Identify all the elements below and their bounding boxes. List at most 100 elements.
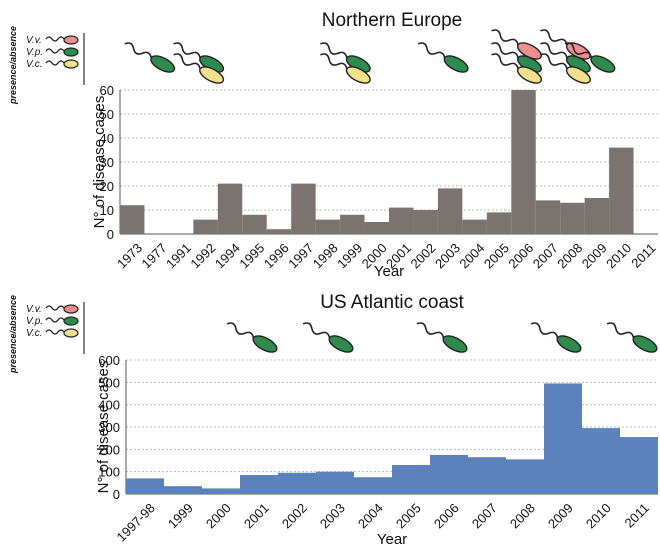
x-tick-label: 2003 [317,500,348,531]
x-tick-label: 2009 [545,500,576,531]
bar [278,472,316,494]
legend-flagellum [45,60,65,66]
bar [340,214,365,234]
legend-flagellum [45,36,65,42]
y-tick-label: 40 [100,131,114,146]
y-tick-label: 0 [113,487,120,502]
x-axis-label: Year [377,531,407,546]
bar [413,210,438,234]
y-tick-label: 10 [100,203,114,218]
bar [354,477,392,494]
vibrio-cholerae-icon [491,53,543,84]
vibrio-parahaemolyticus-icon [606,322,658,353]
x-tick-label: 1996 [261,240,292,271]
bar [217,183,243,234]
cell-body [150,55,176,73]
x-tick-label: 2005 [393,500,424,531]
x-tick-label: 2006 [431,500,462,531]
species-label: V.p. [26,316,43,327]
bar [240,475,278,494]
x-tick-label: 2004 [355,500,386,531]
y-tick-label: 50 [100,107,114,122]
bar [560,202,585,234]
legend-bacterium-icon [63,47,79,57]
bar [193,219,218,234]
species-label: V.v. [26,304,42,315]
legend-bacterium-icon [63,328,79,338]
species-label: V.v. [26,35,42,46]
x-tick-label: 1999 [334,240,365,271]
bar [120,205,145,234]
x-tick-label: 2008 [554,240,585,271]
flagellum [540,53,568,70]
y-tick-label: 400 [98,398,120,413]
species-label: V.p. [26,47,43,58]
legend-flagellum [45,305,65,311]
x-tick-label: 2001 [241,500,272,531]
cell-body [328,335,354,353]
y-tick-label: 30 [100,155,114,170]
bar [392,464,430,494]
legend-bacterium-icon [63,59,79,69]
bar [462,219,487,234]
y-tick-label: 100 [98,465,120,480]
vibrio-cholerae-icon [320,53,371,84]
flagellum [302,322,331,339]
vibrio-parahaemolyticus-icon [173,42,225,73]
bar [506,459,544,494]
bar [468,457,506,494]
x-tick-label: 2011 [628,240,658,270]
x-tick-label: 1998 [310,240,341,271]
bar [364,222,389,234]
vibrio-parahaemolyticus-icon [540,42,591,73]
flagellum [491,29,519,46]
legend-bacterium-icon [63,316,79,326]
vibrio-parahaemolyticus-icon [564,42,616,73]
x-tick-label: 1995 [236,240,267,271]
chart-title: US Atlantic coast [320,292,464,313]
cell-body [516,66,543,84]
cell-body [443,55,469,73]
flagellum [530,322,559,339]
bar [511,90,536,234]
flagellum [173,53,201,70]
cell-body [199,66,225,84]
x-axis-label: Year [374,263,404,280]
vibrio-parahaemolyticus-icon [530,322,582,353]
vibrio-parahaemolyticus-icon [417,42,469,73]
y-tick-label: 60 [100,83,114,98]
presence-absence-label: presence/absence [8,295,18,374]
x-tick-label: 2009 [579,240,610,271]
cell-body [252,335,278,353]
legend-bacterium-icon [63,304,79,314]
species-label: V.c. [26,328,42,339]
flagellum [416,322,445,339]
cell-body [442,335,468,353]
y-tick-label: 600 [98,353,120,368]
cell-body [590,55,616,73]
cell-body [565,66,591,84]
flagellum [606,322,635,339]
flagellum [320,53,348,70]
bar [242,214,267,234]
x-tick-label: 1992 [187,240,218,271]
x-tick-label: 1999 [165,500,196,531]
y-tick-label: 300 [98,420,120,435]
legend-flagellum [45,317,65,323]
us-atlantic-coast-panel: US Atlantic coast 0 100 200 300 400 500 600 1997… [8,292,658,546]
flagellum [540,29,568,46]
flagellum [124,42,152,59]
y-tick-label: 20 [100,179,114,194]
x-tick-label: 2010 [603,240,634,271]
bar [126,478,164,494]
flagellum [491,53,519,70]
bar [609,147,634,234]
northern-europe-panel: Northern Europe 0 10 20 30 40 50 60 197319771991… [8,10,659,280]
vibrio-parahaemolyticus-icon [226,322,278,353]
x-tick-label: 1997-98 [114,500,158,544]
bar [582,428,620,494]
flagellum [226,322,255,339]
cell-body [632,335,658,353]
x-tick-label: 2002 [279,500,310,531]
